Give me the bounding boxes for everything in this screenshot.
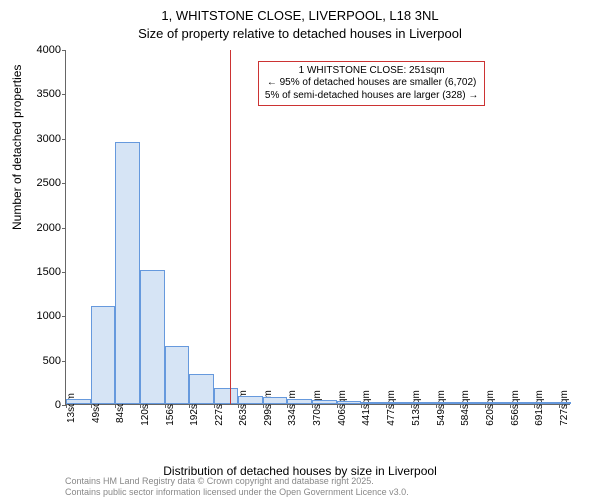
- annotation-line: ← 95% of detached houses are smaller (6,…: [265, 77, 478, 90]
- histogram-bar: [411, 402, 436, 404]
- x-tick-label: 727sqm: [559, 390, 570, 426]
- histogram-bar: [140, 270, 165, 404]
- x-tick-mark: [534, 404, 535, 408]
- x-tick-mark: [411, 404, 412, 408]
- plot-area: 0500100015002000250030003500400013sqm49s…: [65, 50, 570, 405]
- y-tick-mark: [62, 139, 66, 140]
- y-tick-mark: [62, 316, 66, 317]
- histogram-bar: [485, 402, 510, 404]
- y-tick-mark: [62, 361, 66, 362]
- x-tick-mark: [312, 404, 313, 408]
- y-tick-label: 1000: [37, 310, 61, 322]
- x-tick-mark: [485, 404, 486, 408]
- footer-line-1: Contains HM Land Registry data © Crown c…: [65, 476, 409, 487]
- y-tick-label: 2500: [37, 177, 61, 189]
- x-tick-mark: [140, 404, 141, 408]
- x-tick-mark: [287, 404, 288, 408]
- histogram-bar: [312, 400, 337, 404]
- chart-title-main: 1, WHITSTONE CLOSE, LIVERPOOL, L18 3NL: [0, 8, 600, 23]
- histogram-bar: [361, 402, 386, 404]
- y-tick-mark: [62, 183, 66, 184]
- x-tick-mark: [238, 404, 239, 408]
- histogram-bar: [534, 402, 559, 404]
- y-tick-label: 2000: [37, 222, 61, 234]
- y-tick-mark: [62, 228, 66, 229]
- histogram-bar: [460, 402, 485, 404]
- histogram-bar: [66, 399, 91, 404]
- x-tick-mark: [66, 404, 67, 408]
- reference-line: [230, 50, 231, 404]
- annotation-line: 1 WHITSTONE CLOSE: 251sqm: [265, 65, 478, 78]
- x-tick-label: 691sqm: [534, 390, 545, 426]
- x-tick-label: 299sqm: [263, 390, 274, 426]
- histogram-bar: [263, 397, 287, 404]
- histogram-bar: [238, 396, 263, 404]
- chart-container: 1, WHITSTONE CLOSE, LIVERPOOL, L18 3NL S…: [0, 0, 600, 500]
- histogram-bar: [214, 388, 239, 404]
- footer-attribution: Contains HM Land Registry data © Crown c…: [65, 476, 409, 498]
- y-tick-label: 500: [43, 355, 61, 367]
- histogram-bar: [510, 402, 534, 404]
- histogram-bar: [337, 401, 361, 404]
- y-tick-mark: [62, 272, 66, 273]
- y-tick-mark: [62, 50, 66, 51]
- histogram-bar: [287, 399, 312, 404]
- x-tick-label: 334sqm: [287, 390, 298, 426]
- x-tick-label: 549sqm: [436, 390, 447, 426]
- x-tick-mark: [337, 404, 338, 408]
- y-tick-label: 3000: [37, 133, 61, 145]
- x-tick-label: 584sqm: [460, 390, 471, 426]
- x-tick-mark: [214, 404, 215, 408]
- y-tick-label: 4000: [37, 44, 61, 56]
- annotation-line: 5% of semi-detached houses are larger (3…: [265, 90, 478, 103]
- annotation-box: 1 WHITSTONE CLOSE: 251sqm← 95% of detach…: [258, 61, 485, 107]
- y-axis-label: Number of detached properties: [10, 65, 24, 230]
- x-tick-label: 620sqm: [485, 390, 496, 426]
- x-tick-label: 13sqm: [66, 393, 77, 423]
- x-tick-mark: [436, 404, 437, 408]
- x-tick-mark: [386, 404, 387, 408]
- y-tick-label: 3500: [37, 88, 61, 100]
- x-tick-mark: [559, 404, 560, 408]
- footer-line-2: Contains public sector information licen…: [65, 487, 409, 498]
- histogram-bar: [115, 142, 140, 404]
- x-tick-label: 513sqm: [411, 390, 422, 426]
- x-tick-label: 406sqm: [337, 390, 348, 426]
- histogram-bar: [91, 306, 115, 404]
- histogram-bar: [436, 402, 460, 404]
- histogram-bar: [559, 402, 571, 404]
- x-tick-mark: [460, 404, 461, 408]
- x-tick-label: 656sqm: [510, 390, 521, 426]
- x-tick-label: 370sqm: [312, 390, 323, 426]
- x-tick-mark: [115, 404, 116, 408]
- x-tick-label: 477sqm: [386, 390, 397, 426]
- x-tick-label: 441sqm: [361, 390, 372, 426]
- x-tick-mark: [510, 404, 511, 408]
- x-tick-mark: [189, 404, 190, 408]
- histogram-bar: [189, 374, 213, 404]
- x-tick-mark: [361, 404, 362, 408]
- y-tick-mark: [62, 94, 66, 95]
- x-tick-mark: [263, 404, 264, 408]
- y-tick-label: 1500: [37, 266, 61, 278]
- x-tick-mark: [165, 404, 166, 408]
- histogram-bar: [386, 402, 411, 404]
- x-tick-mark: [91, 404, 92, 408]
- y-tick-label: 0: [55, 399, 61, 411]
- chart-title-sub: Size of property relative to detached ho…: [0, 26, 600, 41]
- histogram-bar: [165, 346, 190, 404]
